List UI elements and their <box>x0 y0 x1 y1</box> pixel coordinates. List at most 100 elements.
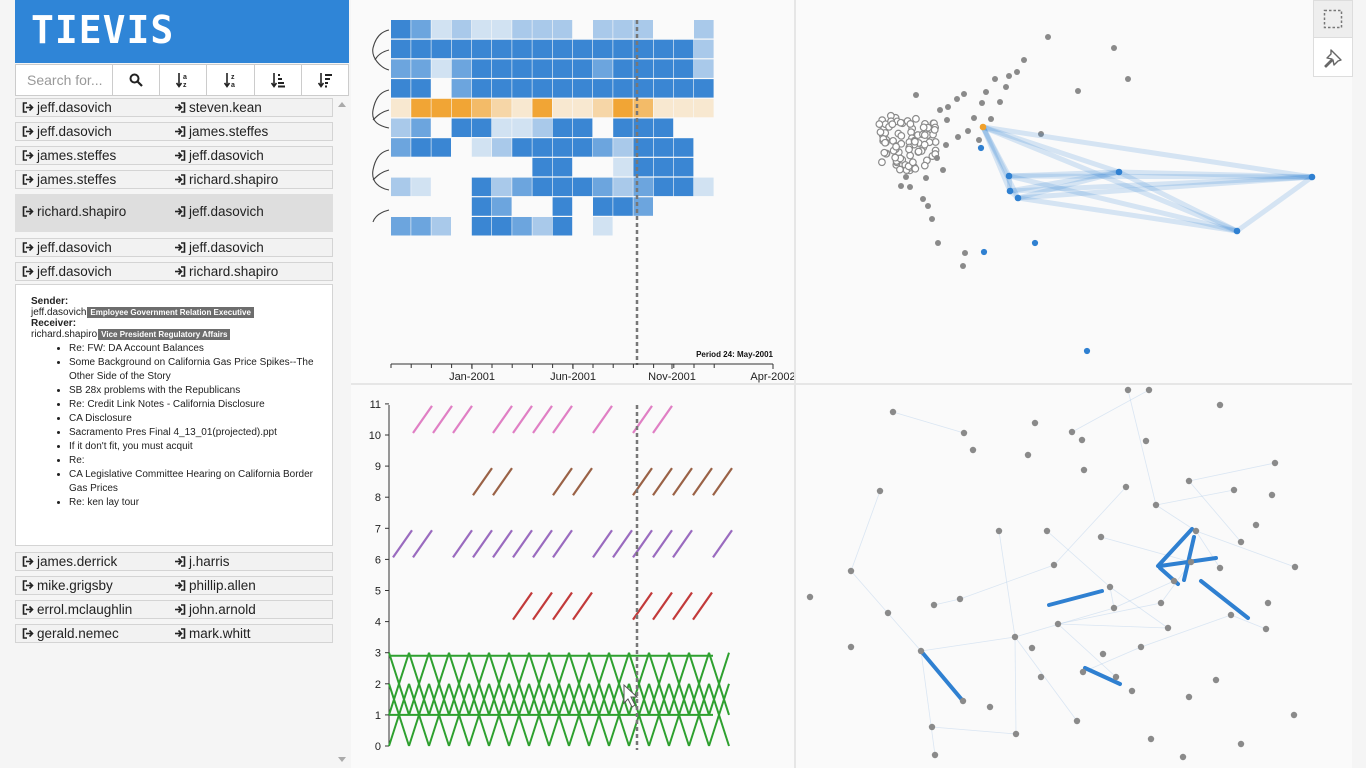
heatmap-cell[interactable] <box>532 217 552 236</box>
highlight-node[interactable] <box>1031 239 1039 247</box>
page-scrollbar[interactable] <box>1353 0 1366 768</box>
scatter-point[interactable] <box>1006 73 1012 79</box>
series-green[interactable] <box>388 652 730 747</box>
heatmap-cell[interactable] <box>492 39 512 59</box>
scatter-point[interactable] <box>1045 34 1051 40</box>
heatmap-cell[interactable] <box>673 59 694 78</box>
graph-node[interactable] <box>928 723 936 731</box>
timeline-segment[interactable] <box>532 405 553 434</box>
sort-amount-desc-button[interactable] <box>301 65 349 95</box>
scatter-point[interactable] <box>1038 131 1044 137</box>
graph-node[interactable] <box>884 609 892 617</box>
scatter-point[interactable] <box>1003 84 1009 90</box>
heatmap-cell[interactable] <box>633 177 653 197</box>
email-subject-item[interactable]: CA Legislative Committee Hearing on Cali… <box>69 468 317 496</box>
timeline-segment[interactable] <box>568 683 590 747</box>
heatmap-cell[interactable] <box>532 79 552 98</box>
timeline-segment[interactable] <box>572 591 593 621</box>
timeline-segment[interactable] <box>688 683 710 747</box>
heatmap-row[interactable] <box>391 98 714 118</box>
heatmap-cell[interactable] <box>431 59 451 78</box>
timeline-segment[interactable] <box>692 591 713 621</box>
pair-row[interactable]: jeff.dasovich steven.kean <box>15 98 333 117</box>
pair-row[interactable]: jeff.dasovich jeff.dasovich <box>15 238 333 257</box>
email-subject-item[interactable]: Some Background on California Gas Price … <box>69 356 317 384</box>
graph-node[interactable] <box>1252 521 1260 529</box>
heatmap-cell[interactable] <box>451 118 472 138</box>
graph-highlight-edge[interactable] <box>1083 666 1122 686</box>
heatmap-cell[interactable] <box>411 138 431 157</box>
graph-node[interactable] <box>1185 477 1193 485</box>
scatter-point[interactable] <box>911 137 919 146</box>
pair-row[interactable]: gerald.nemec mark.whitt <box>15 624 333 643</box>
heatmap-cell[interactable] <box>512 138 532 157</box>
heatmap-cell[interactable] <box>694 79 714 98</box>
scatter-point[interactable] <box>905 145 913 154</box>
graph-node[interactable] <box>847 567 855 575</box>
heatmap-cell[interactable] <box>471 118 492 138</box>
graph-node[interactable] <box>995 527 1003 535</box>
search-button[interactable] <box>113 65 161 95</box>
heatmap-cell[interactable] <box>451 98 472 118</box>
heatmap-cell[interactable] <box>512 177 532 197</box>
scatter-point[interactable] <box>930 125 939 134</box>
highlight-node[interactable] <box>1083 347 1091 355</box>
timeline-segment[interactable] <box>628 683 650 747</box>
timeline-segment[interactable] <box>532 591 553 621</box>
graph-node[interactable] <box>1054 620 1062 628</box>
pair-row[interactable]: james.steffes richard.shapiro <box>15 170 333 189</box>
heatmap-cell[interactable] <box>411 79 431 98</box>
heatmap-cell[interactable] <box>694 177 714 197</box>
heatmap-cell[interactable] <box>391 177 411 197</box>
heatmap-cell[interactable] <box>512 59 532 78</box>
timeline-segment[interactable] <box>588 652 610 716</box>
heatmap-cell[interactable] <box>633 79 653 98</box>
scatter-point[interactable] <box>892 142 900 151</box>
heatmap-row[interactable] <box>391 20 714 39</box>
timeline-segment[interactable] <box>492 467 513 496</box>
scatter-point[interactable] <box>875 120 884 129</box>
heatmap-cell[interactable] <box>613 39 633 59</box>
highlight-node[interactable] <box>979 123 987 131</box>
heatmap-cell[interactable] <box>492 177 512 197</box>
graph-node[interactable] <box>1187 558 1195 566</box>
email-subject-item[interactable]: Re: ken lay tour <box>69 496 317 510</box>
timeline-segment[interactable] <box>472 467 493 496</box>
timeline-segment[interactable] <box>452 529 473 559</box>
scatter-point[interactable] <box>919 123 928 132</box>
timeline-segment[interactable] <box>512 405 533 434</box>
scatter-point[interactable] <box>1014 69 1020 75</box>
timeline-segment[interactable] <box>468 652 490 716</box>
heatmap-cell[interactable] <box>411 98 431 118</box>
scatter-point[interactable] <box>920 196 926 202</box>
graph-node[interactable] <box>1192 527 1200 535</box>
timeline-segment[interactable] <box>592 529 613 559</box>
heatmap-cell[interactable] <box>431 138 451 157</box>
heatmap-cell[interactable] <box>613 177 633 197</box>
highlighted-subgraph[interactable] <box>977 123 1316 355</box>
heatmap-cell[interactable] <box>633 98 653 118</box>
projection-scatter-view[interactable] <box>796 0 1352 383</box>
heatmap-row[interactable] <box>391 59 714 78</box>
heatmap-cell[interactable] <box>653 98 674 118</box>
scatter-point[interactable] <box>1125 76 1131 82</box>
heatmap-cell[interactable] <box>694 98 714 118</box>
sort-amount-asc-button[interactable] <box>254 65 302 95</box>
timeline-segment[interactable] <box>592 405 613 434</box>
heatmap-cell[interactable] <box>633 118 653 138</box>
heatmap-cell[interactable] <box>492 138 512 157</box>
scatter-point[interactable] <box>960 263 966 269</box>
graph-node[interactable] <box>931 751 939 759</box>
heatmap-row[interactable] <box>391 217 613 236</box>
graph-node[interactable] <box>1230 486 1238 494</box>
highlight-node[interactable] <box>980 248 988 256</box>
heatmap-row[interactable] <box>391 118 674 138</box>
graph-node[interactable] <box>1028 644 1036 652</box>
timeline-segment[interactable] <box>548 652 570 716</box>
email-subject-item[interactable]: Re: FW: DA Account Balances <box>69 342 317 356</box>
scatter-point[interactable] <box>914 147 923 156</box>
graph-node[interactable] <box>1080 466 1088 474</box>
heatmap-cell[interactable] <box>431 20 451 39</box>
graph-node[interactable] <box>1137 643 1145 651</box>
graph-node[interactable] <box>1012 730 1020 738</box>
